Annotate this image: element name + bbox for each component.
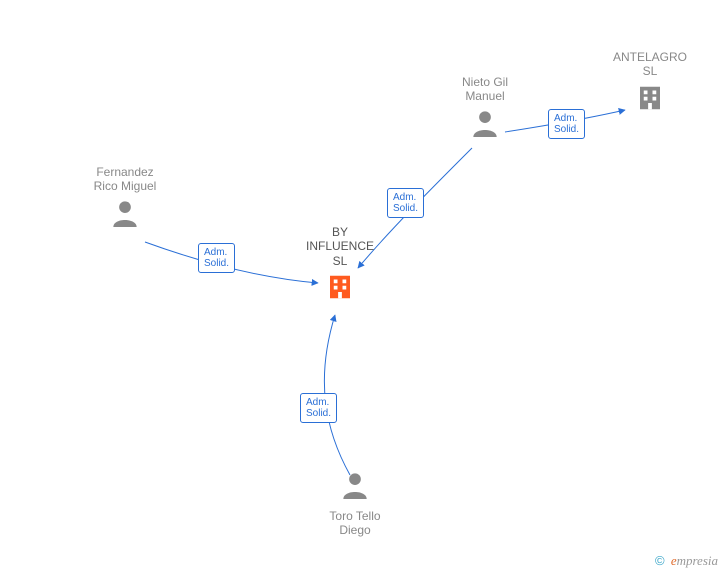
person-icon <box>341 470 369 505</box>
watermark: © empresia <box>655 553 718 569</box>
edge-label-toro: Adm. Solid. <box>300 393 337 423</box>
node-label-fernandez: Fernandez Rico Miguel <box>80 165 170 194</box>
building-icon <box>325 272 355 307</box>
edge-label-nieto-byinfluence: Adm. Solid. <box>387 188 424 218</box>
node-byinfluence[interactable]: BY INFLUENCE SL <box>295 225 385 307</box>
edge-label-nieto-antelagro: Adm. Solid. <box>548 109 585 139</box>
node-label-antelagro: ANTELAGRO SL <box>605 50 695 79</box>
node-nieto[interactable]: Nieto Gil Manuel <box>440 75 530 143</box>
node-toro[interactable]: Toro Tello Diego <box>310 470 400 542</box>
person-icon <box>471 108 499 143</box>
watermark-rest: mpresia <box>677 553 718 568</box>
node-antelagro[interactable]: ANTELAGRO SL <box>605 50 695 118</box>
edge-label-fernandez: Adm. Solid. <box>198 243 235 273</box>
diagram-canvas: Adm. Solid. Adm. Solid. Adm. Solid. Adm.… <box>0 0 728 575</box>
copyright-symbol: © <box>655 553 665 568</box>
node-label-toro: Toro Tello Diego <box>310 509 400 538</box>
node-label-byinfluence: BY INFLUENCE SL <box>295 225 385 268</box>
person-icon <box>111 198 139 233</box>
building-icon <box>635 83 665 118</box>
node-label-nieto: Nieto Gil Manuel <box>440 75 530 104</box>
node-fernandez[interactable]: Fernandez Rico Miguel <box>80 165 170 233</box>
